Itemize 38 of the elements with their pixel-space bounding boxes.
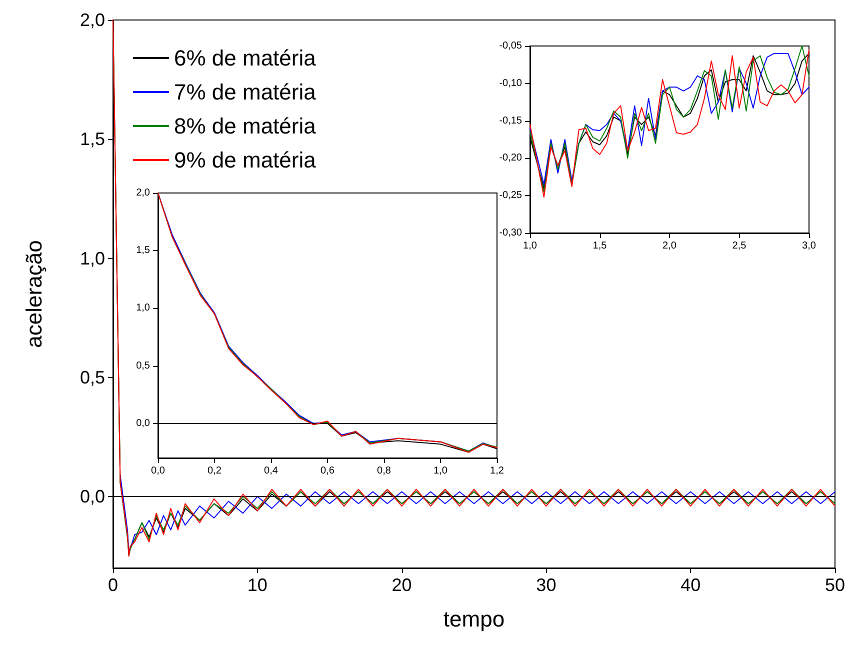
x-tick-label: 1,5	[592, 240, 608, 252]
x-tick-label: 0,2	[208, 466, 222, 476]
x-tick-label: 0,6	[320, 466, 335, 476]
y-tick-label: 1,5	[80, 129, 105, 150]
y-tick-label: 0,5	[136, 360, 150, 372]
x-tick-label: 30	[536, 575, 556, 595]
x-tick-label: 1,0	[523, 240, 538, 252]
legend-label: 8% de matéria	[174, 114, 317, 138]
y-tick-label: 1,0	[136, 302, 150, 314]
y-tick-label: 2,0	[80, 10, 105, 30]
y-axis-title: aceleração	[22, 240, 46, 348]
x-axis-title: tempo	[443, 606, 505, 632]
x-tick-label: 1,0	[434, 466, 448, 476]
y-tick-label: -0,30	[499, 228, 522, 238]
x-tick-label: 20	[392, 575, 412, 595]
x-tick-label: 2,5	[732, 240, 747, 252]
y-tick-label: -0,15	[499, 115, 522, 126]
y-tick-label: 2,0	[136, 188, 150, 198]
x-tick-label: 50	[824, 575, 846, 595]
y-tick-label: -0,10	[499, 78, 522, 89]
legend-label: 7% de matéria	[174, 80, 317, 104]
y-tick-label: -0,20	[499, 152, 522, 164]
x-tick-label: 2,0	[662, 240, 677, 252]
x-tick-label: 0,4	[264, 466, 278, 476]
y-tick-label: -0,25	[499, 190, 522, 202]
y-tick-label: -0,05	[499, 40, 522, 52]
x-tick-label: 3,0	[802, 240, 816, 252]
legend-label: 6% de matéria	[174, 46, 317, 70]
legend-label: 9% de matéria	[174, 148, 317, 172]
y-tick-label: 0,0	[80, 486, 105, 507]
x-tick-label: 0,8	[377, 466, 392, 476]
x-tick-label: 0	[108, 575, 118, 595]
x-tick-label: 40	[680, 575, 701, 595]
y-tick-label: 0,5	[80, 367, 105, 388]
x-tick-label: 1,2	[490, 466, 504, 476]
y-tick-label: 0,0	[136, 418, 150, 429]
x-tick-label: 10	[247, 575, 268, 595]
x-tick-label: 0,0	[151, 466, 166, 476]
